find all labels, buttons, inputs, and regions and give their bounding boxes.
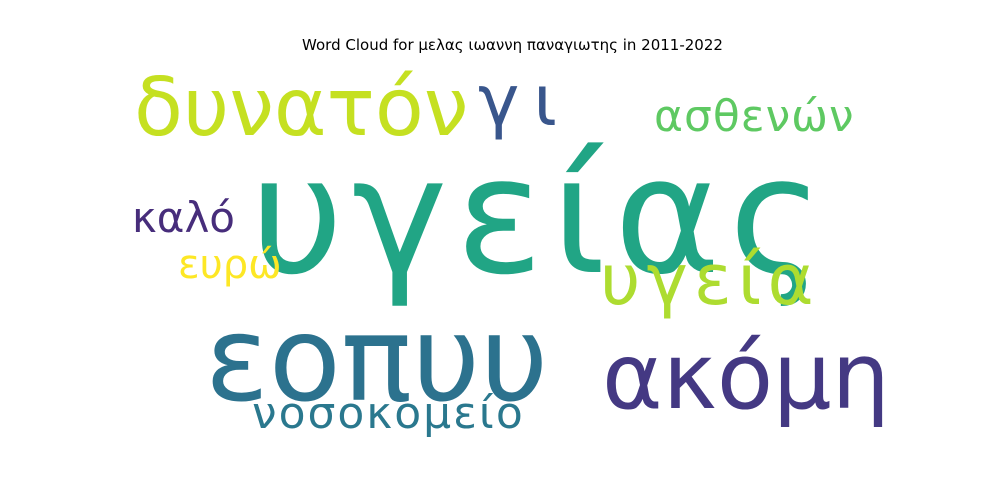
word-4: δυνατόν [134,61,468,154]
word-7: ασθενών [654,91,855,142]
word-8: νοσοκομείο [252,388,525,439]
word-2: εοπυυ [205,290,549,428]
word-1: υγείας [250,123,832,311]
word-5: υγεία [600,239,820,321]
chart-title: Word Cloud for μελας ιωαννη παναγιωτης i… [302,36,723,54]
word-9: καλό [132,193,235,242]
word-10: ευρώ [178,242,282,288]
word-6: γι [478,60,571,142]
word-3: ακόμη [602,323,890,430]
